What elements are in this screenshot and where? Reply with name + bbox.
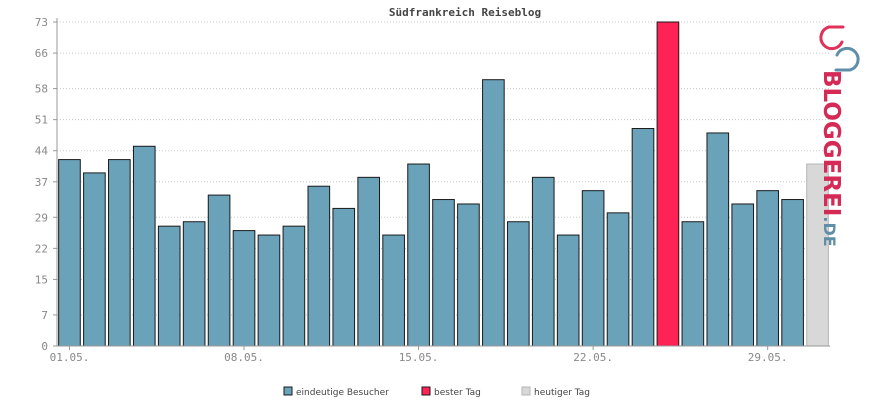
legend-label-today: heutiger Tag xyxy=(534,388,590,398)
bar xyxy=(706,132,730,347)
bar xyxy=(731,203,755,347)
bar xyxy=(357,176,381,347)
x-axis-ticks: 01.05. 08.05. 15.05. 22.05. 29.05. xyxy=(50,346,788,364)
bar-best-day xyxy=(656,21,680,347)
bar xyxy=(606,212,630,347)
x-tick-label: 29.05. xyxy=(748,351,788,364)
legend: eindeutige Besucher bester Tag heutiger … xyxy=(283,386,590,398)
x-tick-label: 15.05. xyxy=(399,351,439,364)
bar xyxy=(581,190,605,347)
bar xyxy=(108,159,131,347)
bar xyxy=(332,207,356,347)
x-tick-label: 08.05. xyxy=(224,351,264,364)
y-tick-label: 0 xyxy=(41,340,48,353)
y-tick-label: 44 xyxy=(35,145,49,158)
bars xyxy=(58,21,829,347)
y-tick-label: 58 xyxy=(35,83,48,96)
y-tick-label: 37 xyxy=(35,176,48,189)
legend-label-visitors: eindeutige Besucher xyxy=(296,388,389,398)
legend-swatch-visitors xyxy=(283,386,293,396)
x-tick-label: 22.05. xyxy=(573,351,613,364)
bar xyxy=(232,230,256,347)
bar xyxy=(432,199,455,347)
bar xyxy=(307,185,331,347)
y-tick-label: 51 xyxy=(35,114,48,127)
bar xyxy=(781,199,804,347)
bar xyxy=(257,234,281,347)
legend-swatch-best-day xyxy=(421,386,431,396)
x-tick-label: 01.05. xyxy=(50,351,90,364)
bar xyxy=(756,190,779,347)
bar xyxy=(58,159,81,347)
svg-text:BLOGGEREI.DE: BLOGGEREI.DE xyxy=(818,70,844,247)
bar xyxy=(531,176,555,347)
bar xyxy=(182,221,206,347)
chart-title: Südfrankreich Reiseblog xyxy=(389,6,541,19)
logo-text: BLOGGEREI xyxy=(818,70,844,216)
bar xyxy=(506,221,530,347)
bar xyxy=(681,221,705,347)
legend-swatch-today xyxy=(521,386,531,396)
y-tick-label: 29 xyxy=(35,211,48,224)
bar xyxy=(457,203,480,347)
y-tick-label: 66 xyxy=(35,47,48,60)
bar xyxy=(631,128,655,347)
y-tick-label: 15 xyxy=(35,273,48,286)
bar xyxy=(132,145,156,347)
y-tick-label: 22 xyxy=(35,242,48,255)
y-axis-ticks: 0 7 15 22 29 37 44 51 58 66 73 xyxy=(35,16,57,353)
bloggerei-logo: BLOGGEREI.DE xyxy=(818,25,860,247)
bar xyxy=(282,225,306,347)
bar xyxy=(157,225,181,347)
y-tick-label: 73 xyxy=(35,16,48,29)
bar xyxy=(482,79,505,347)
y-tick-label: 7 xyxy=(41,309,48,322)
bar xyxy=(407,163,430,347)
bar xyxy=(83,172,106,347)
bar xyxy=(207,194,231,347)
axes xyxy=(56,18,830,347)
logo-suffix: .DE xyxy=(820,216,839,246)
logo-mark-icon xyxy=(819,25,860,72)
legend-label-best-day: bester Tag xyxy=(434,388,481,398)
bar xyxy=(556,234,580,347)
bar xyxy=(382,234,405,347)
